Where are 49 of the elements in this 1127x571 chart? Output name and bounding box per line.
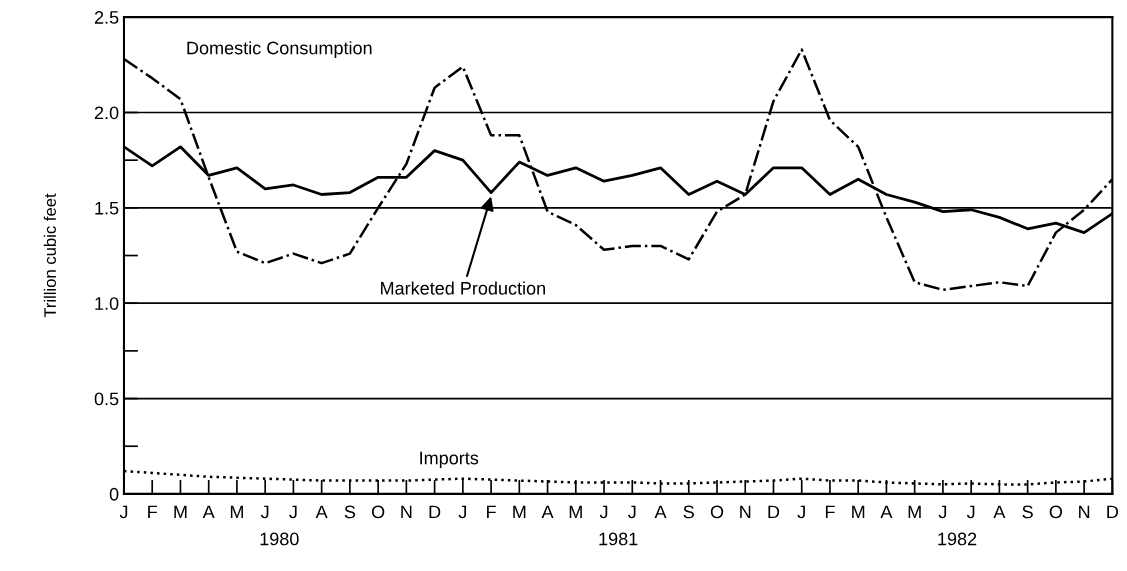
y-tick-label: 2.0 (94, 106, 119, 120)
x-tick-label: J (938, 505, 947, 519)
x-tick-label: D (768, 505, 780, 519)
x-tick-label: J (260, 505, 269, 519)
x-tick-label: N (1079, 505, 1090, 519)
x-tick-label: A (654, 505, 667, 519)
x-tick-label: D (1107, 505, 1119, 519)
x-tick-label: J (599, 505, 608, 519)
y-axis-title: Trillion cubic feet (43, 193, 56, 318)
x-tick-label: S (344, 505, 356, 519)
x-tick-label: F (825, 505, 835, 519)
x-tick-label: M (908, 505, 921, 519)
y-tick-label: 0 (109, 487, 119, 501)
x-tick-label: A (993, 505, 1006, 519)
x-tick-label: J (628, 505, 636, 519)
x-tick-label: M (569, 505, 582, 519)
x-tick-label: M (230, 505, 243, 519)
x-tick-label: O (371, 505, 385, 519)
y-tick-label: 1.0 (95, 297, 119, 310)
x-tick-label: A (202, 505, 215, 519)
x-tick-label: O (1049, 505, 1063, 519)
x-tick-label: J (458, 505, 467, 519)
text: Domestic Consumption (187, 41, 372, 58)
x-tick-label: N (740, 505, 751, 519)
x-tick-label: N (401, 505, 412, 519)
x-tick-label: S (1022, 505, 1033, 519)
y-tick-label: 1.5 (95, 201, 119, 215)
x-tick-label: M (852, 505, 865, 519)
x-tick-label: M (513, 505, 526, 519)
x-tick-label: J (119, 505, 128, 519)
x-tick-label: J (797, 505, 805, 519)
x-tick-label: D (429, 505, 441, 519)
x-tick-label: F (148, 505, 157, 519)
x-tick-label: S (683, 505, 694, 519)
x-tick-label: O (710, 505, 724, 519)
text: 1982 (938, 532, 977, 546)
x-tick-label: F (487, 505, 496, 519)
x-tick-label: A (880, 505, 893, 519)
y-tick-label: 0.5 (94, 392, 119, 406)
x-tick-label: A (315, 505, 328, 519)
series-label: Imports (420, 451, 479, 468)
text: Marketed Production (381, 281, 545, 295)
text: 1981 (599, 532, 638, 546)
x-tick-label: J (289, 505, 297, 519)
x-tick-label: J (966, 505, 975, 519)
y-tick-label: 2.5 (94, 11, 119, 24)
text: 1980 (260, 532, 299, 546)
x-tick-label: A (541, 505, 554, 519)
x-tick-label: M (174, 505, 187, 519)
